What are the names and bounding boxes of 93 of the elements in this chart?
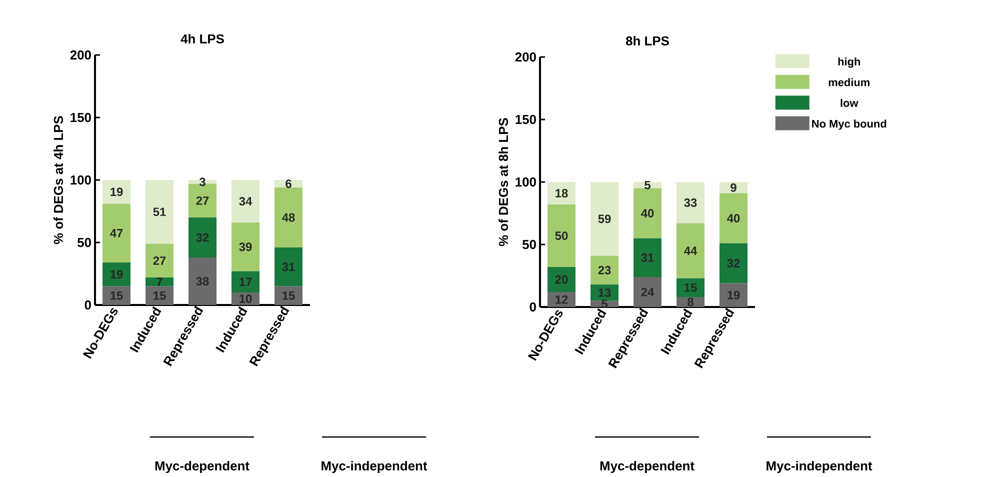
data-label: 19 xyxy=(110,270,123,279)
bar xyxy=(676,182,705,224)
data-label: 44 xyxy=(684,246,698,255)
data-label: 15 xyxy=(110,291,123,300)
bar xyxy=(146,244,174,278)
data-label: 31 xyxy=(641,253,654,262)
y-tick-label: 100 xyxy=(516,177,536,187)
bar xyxy=(146,286,174,305)
y-tick-label: 50 xyxy=(77,238,91,248)
data-label: 59 xyxy=(598,214,611,224)
bar xyxy=(102,204,131,262)
data-label: 33 xyxy=(684,198,697,207)
text: Myc-dependent xyxy=(155,460,250,474)
data-label: 50 xyxy=(555,232,568,240)
data-label: 7 xyxy=(156,278,162,286)
bar xyxy=(146,277,174,286)
data-label: 10 xyxy=(240,294,252,303)
bar xyxy=(232,180,260,222)
bar xyxy=(102,180,131,204)
bar xyxy=(146,180,174,244)
y-tick-label: 100 xyxy=(70,175,91,185)
bar xyxy=(232,222,260,272)
data-label: 8 xyxy=(688,298,694,306)
y-axis-title: % of DEGs at 4h LPS xyxy=(54,116,64,244)
data-label: 39 xyxy=(239,242,252,252)
chart-title: 8h LPS xyxy=(626,36,669,46)
data-label: 38 xyxy=(196,277,209,286)
data-label: 20 xyxy=(555,275,568,284)
text: Myc-dependent xyxy=(600,460,694,474)
bar xyxy=(548,204,576,267)
data-label: 32 xyxy=(196,233,209,242)
data-label: 18 xyxy=(556,189,568,198)
data-label: 47 xyxy=(110,229,123,238)
y-tick-label: 0 xyxy=(530,302,536,312)
data-label: 27 xyxy=(196,196,209,205)
data-label: 17 xyxy=(240,278,252,286)
data-label: 19 xyxy=(728,290,740,300)
data-label: 5 xyxy=(602,300,608,308)
legend-label: medium xyxy=(828,78,870,86)
bar xyxy=(720,243,748,284)
data-label: 31 xyxy=(282,262,295,272)
data-label: 15 xyxy=(282,291,295,300)
bar xyxy=(102,286,131,305)
data-label: 32 xyxy=(727,259,740,268)
bar xyxy=(634,188,662,238)
text: high xyxy=(838,57,860,68)
bar xyxy=(274,247,303,286)
y-tick-label: 50 xyxy=(522,240,536,250)
text: Myc-independent xyxy=(322,460,428,474)
data-label: 13 xyxy=(598,288,611,297)
data-label: 3 xyxy=(199,178,206,186)
data-label: 15 xyxy=(684,283,697,292)
bar xyxy=(634,238,662,277)
bar xyxy=(188,217,217,258)
bar xyxy=(274,187,303,248)
bar xyxy=(676,223,705,278)
bar xyxy=(102,262,131,286)
y-axis-title: % of DEGs at 8h LPS xyxy=(498,118,508,246)
text: Myc-independent xyxy=(766,460,872,474)
bar xyxy=(634,276,662,307)
data-label: 19 xyxy=(110,188,123,196)
bar xyxy=(548,266,576,292)
bar xyxy=(274,286,303,305)
text: low xyxy=(840,98,858,107)
legend-label: No Myc bound xyxy=(812,120,886,130)
y-tick-label: 200 xyxy=(70,50,91,60)
chart-title: 4h LPS xyxy=(180,34,224,44)
bar xyxy=(188,257,217,305)
y-tick-label: 150 xyxy=(70,112,91,122)
y-tick-label: 200 xyxy=(515,52,536,62)
y-tick-label: 150 xyxy=(516,114,536,124)
data-label: 40 xyxy=(641,209,654,218)
data-label: 9 xyxy=(730,183,736,192)
bar xyxy=(232,271,260,292)
bar xyxy=(590,300,619,307)
bar xyxy=(720,283,748,307)
data-label: 51 xyxy=(153,208,166,216)
bar xyxy=(590,182,619,256)
data-label: 40 xyxy=(727,214,740,222)
bar xyxy=(548,182,576,204)
y-tick-label: 0 xyxy=(84,300,91,310)
data-label: 27 xyxy=(153,256,166,265)
data-label: 12 xyxy=(556,295,568,304)
bar xyxy=(590,256,619,284)
data-label: 48 xyxy=(282,213,295,222)
data-label: 23 xyxy=(598,266,611,274)
data-label: 34 xyxy=(239,197,252,206)
bar xyxy=(720,193,748,244)
data-label: 5 xyxy=(644,180,650,190)
bar xyxy=(676,278,705,297)
data-label: 15 xyxy=(154,291,166,300)
data-label: 24 xyxy=(641,288,654,296)
data-label: 6 xyxy=(286,180,292,188)
